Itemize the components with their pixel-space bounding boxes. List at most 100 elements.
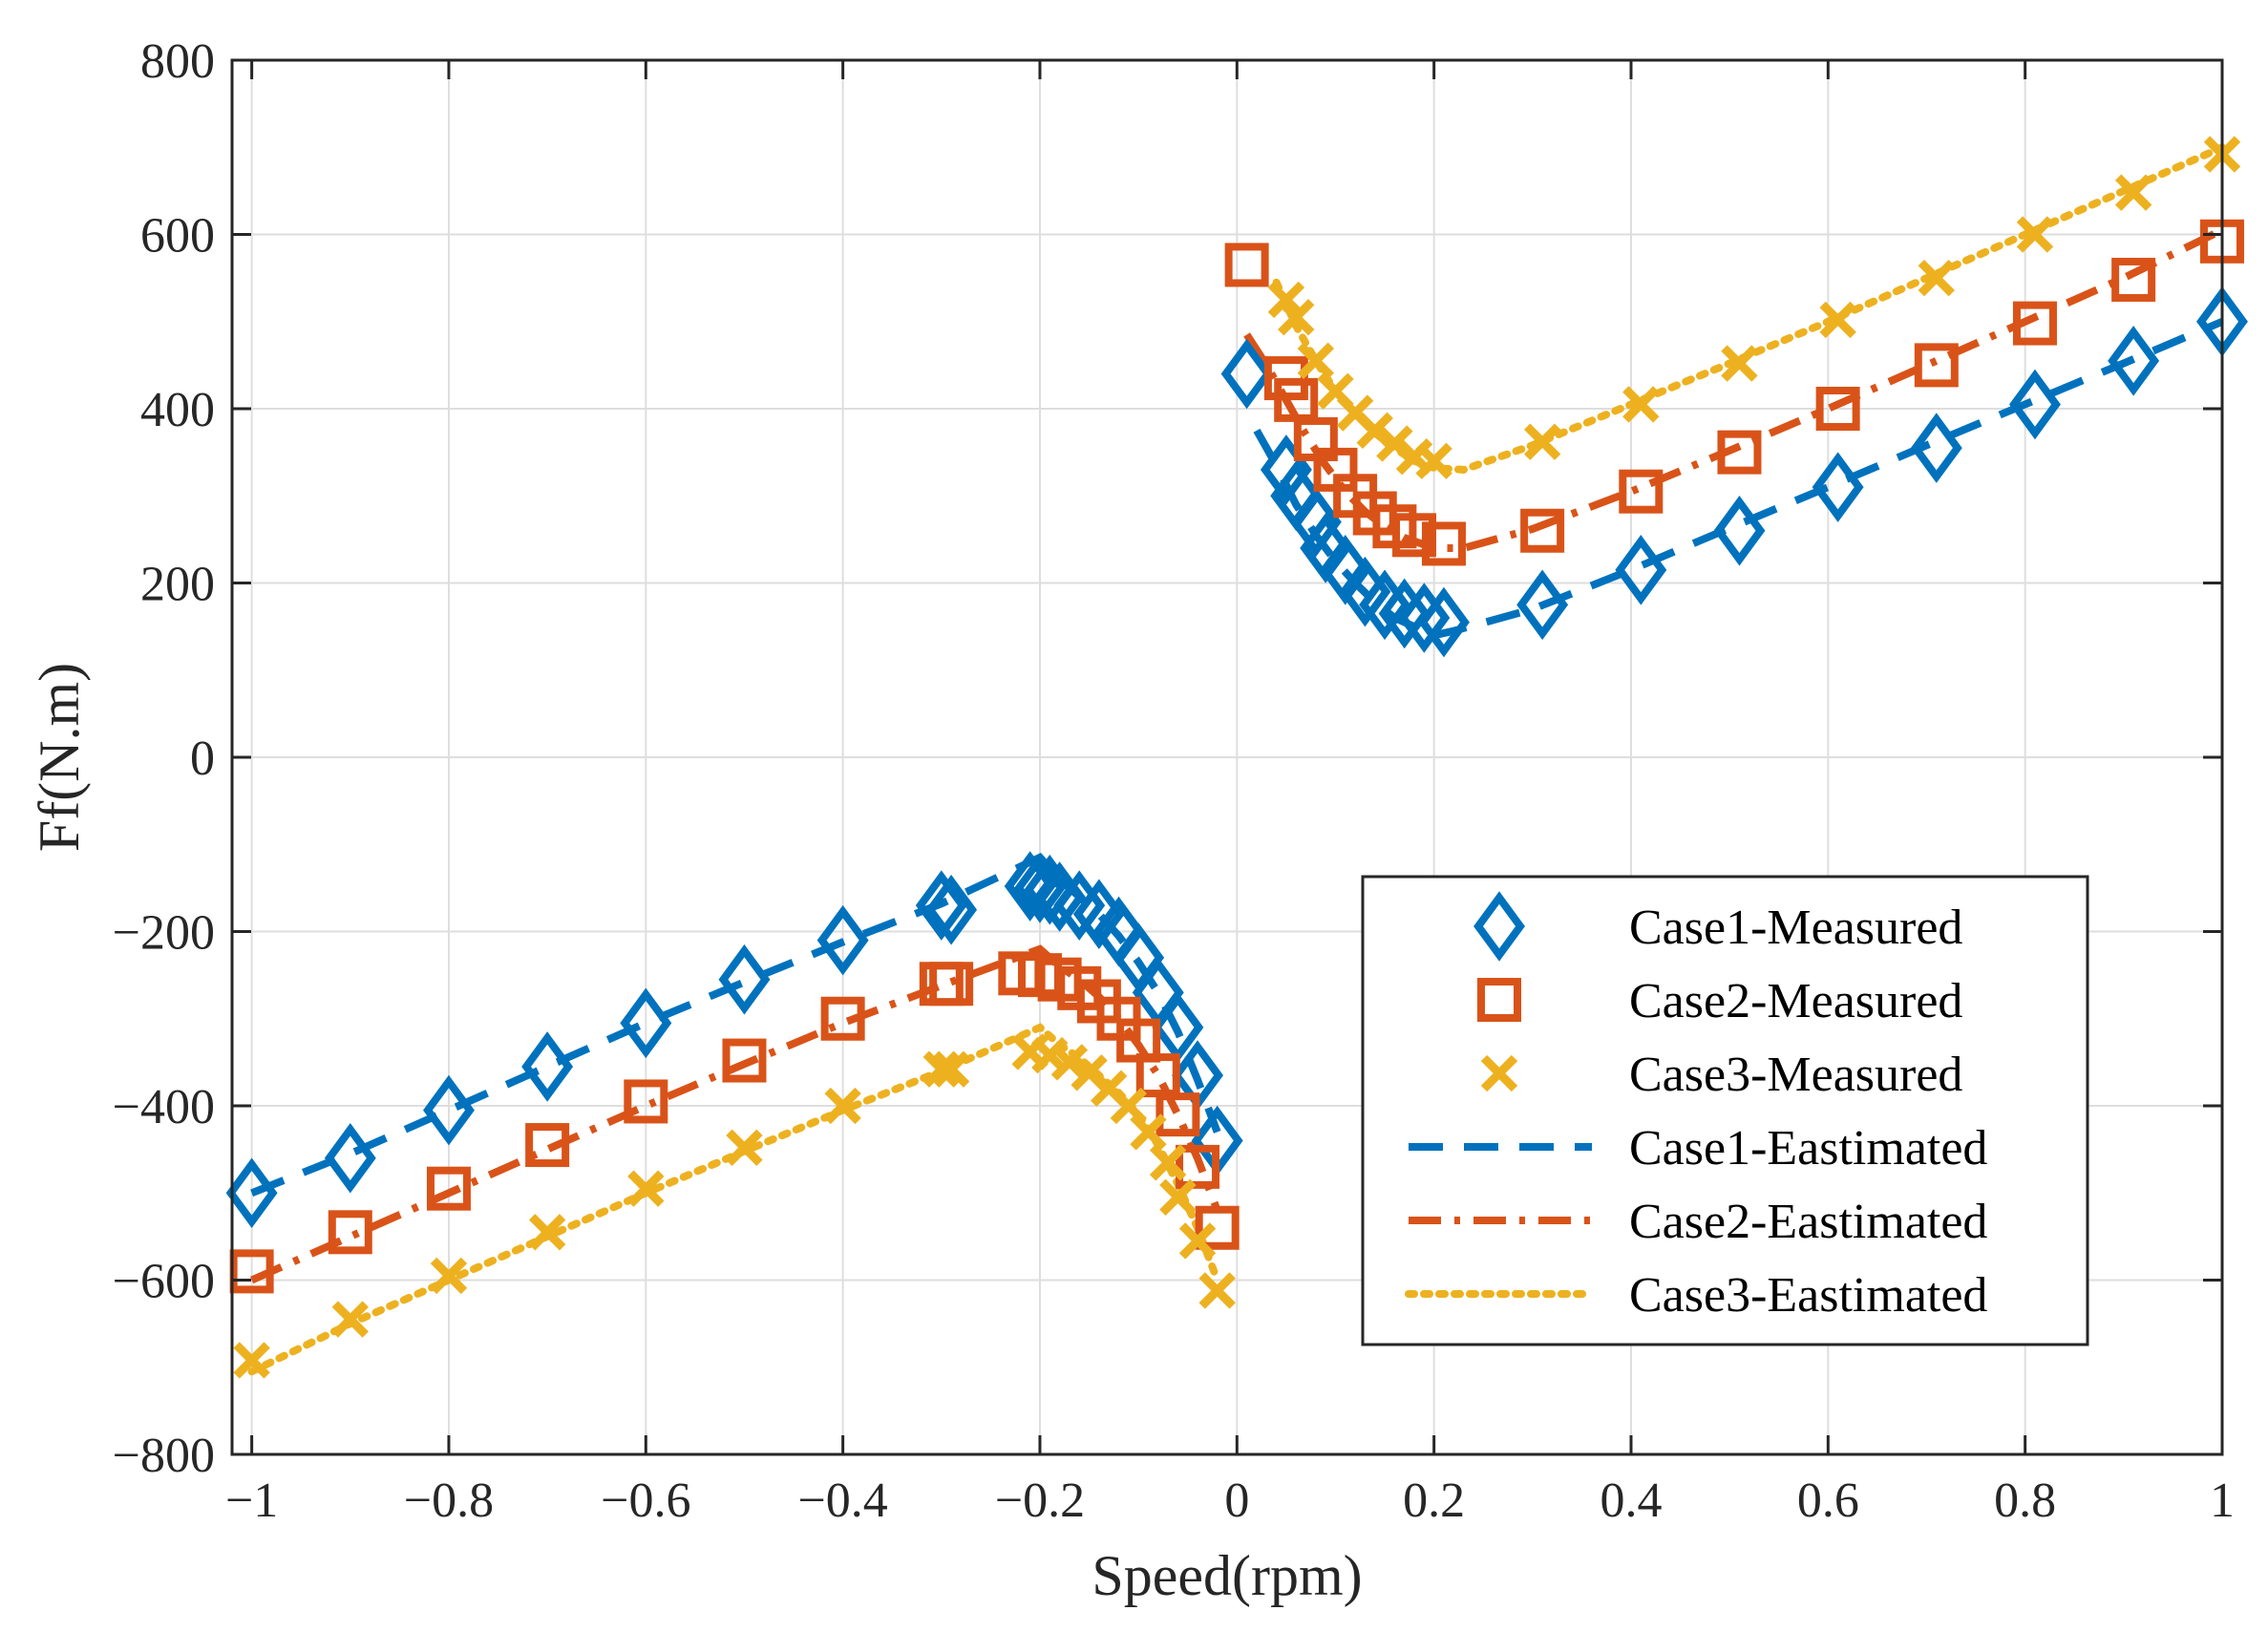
data-point-case3-measured: [1110, 1087, 1148, 1125]
legend: Case1-Measured Case2-Measured Case3-Measur…: [1361, 875, 2089, 1346]
data-point-case3-measured: [1159, 1178, 1197, 1216]
data-point-case2-measured: [426, 1166, 471, 1211]
y-tick-label: −400: [113, 1080, 215, 1134]
x-tick-label: 0.2: [1403, 1473, 1465, 1528]
y-tick-label: 600: [140, 209, 215, 264]
data-point-case3-measured: [824, 1087, 861, 1125]
data-point-case3-measured: [1198, 1272, 1236, 1309]
data-point-case2-measured: [820, 996, 865, 1041]
data-point-case3-measured: [726, 1129, 763, 1166]
data-point-case3-measured: [1622, 386, 1660, 423]
data-point-case3-measured: [627, 1170, 665, 1207]
data-point-case3-measured: [922, 1050, 960, 1088]
data-point-case3-measured-stroke: [1050, 1044, 1089, 1081]
data-point-case1-measured: [620, 987, 672, 1059]
legend-box: [1361, 875, 2089, 1346]
data-point-case3-measured: [528, 1214, 566, 1251]
data-point-case3-measured: [932, 1050, 970, 1088]
x-tick-label: 0.6: [1797, 1473, 1859, 1528]
data-point-case3-measured-stroke: [627, 1170, 665, 1207]
data-point-case3-measured-stroke: [1356, 412, 1393, 449]
data-point-case3-measured-stroke: [1031, 1036, 1069, 1074]
data-point-case1-measured: [1812, 452, 1864, 522]
data-point-case3-measured-stroke: [1376, 425, 1413, 462]
data-point-case3-measured-stroke: [1110, 1087, 1148, 1125]
y-axis-title: Ff(N.m): [28, 663, 91, 852]
data-point-case2-measured: [1619, 469, 1664, 514]
data-point-case3-measured: [1267, 281, 1305, 319]
data-point-case3-measured: [1178, 1222, 1217, 1260]
data-point-case3-measured: [2016, 216, 2054, 253]
data-point-case3-measured: [1130, 1113, 1167, 1151]
x-tick-label: −0.6: [601, 1473, 690, 1528]
data-point-case3-measured-stroke: [233, 1342, 270, 1379]
data-point-case3-measured-stroke: [1130, 1113, 1167, 1151]
data-point-case3-measured: [430, 1257, 468, 1295]
data-point-case3-measured-stroke: [726, 1129, 763, 1166]
y-tick-label: −200: [113, 906, 215, 961]
data-point-case1-measured: [423, 1074, 475, 1146]
data-point-case1-measured: [521, 1031, 574, 1102]
legend-label-case1-eastimated: Case1-Eastimated: [1629, 1121, 1987, 1176]
data-point-case3-measured: [1523, 423, 1561, 460]
data-point-case3-measured: [2114, 174, 2152, 211]
x-tick-label: 0.8: [1994, 1473, 2056, 1528]
data-point-case1-measured: [1378, 578, 1431, 649]
ticks: −1 −0.8 −0.6 −0.4 −0.2 0 0.2 0.4 0.6 0.8 1 −800 −600…: [113, 34, 2235, 1528]
data-point-case3-measured-stroke: [824, 1087, 861, 1125]
legend-swatch-case2-measured: [1477, 978, 1521, 1022]
data-point-case3-measured-stroke: [1070, 1054, 1108, 1092]
data-point-case3-measured-stroke: [1278, 299, 1315, 336]
y-tick-label: 400: [140, 383, 215, 437]
data-point-case3-measured-stroke: [1178, 1222, 1217, 1260]
data-point-case1-measured: [324, 1122, 376, 1194]
data-point-case3-measured-stroke: [1336, 394, 1374, 432]
data-point-case3-measured-stroke: [1317, 372, 1354, 410]
data-point-case3-measured-stroke: [1819, 301, 1856, 339]
data-point-case3-measured-stroke: [1267, 281, 1305, 319]
data-point-case3-measured: [1918, 259, 1955, 297]
data-point-case1-measured: [816, 904, 869, 976]
data-point-case3-measured: [1376, 425, 1413, 462]
data-point-case1-measured: [1615, 535, 1667, 605]
data-point-case3-measured: [1415, 442, 1452, 479]
legend-label-case3-measured: Case3-Measured: [1629, 1048, 1962, 1102]
data-point-case3-measured-stroke: [1297, 342, 1335, 379]
x-tick-label: −0.2: [995, 1473, 1085, 1528]
data-point-case1-measured: [2108, 326, 2160, 396]
data-point-case3-measured-stroke: [1198, 1272, 1236, 1309]
data-point-case2-measured: [229, 1249, 274, 1294]
data-point-case2-measured: [1176, 1144, 1220, 1189]
x-tick-label: 0.4: [1600, 1473, 1662, 1528]
data-point-case3-measured: [1050, 1044, 1089, 1081]
data-point-case1-measured: [925, 874, 978, 945]
data-point-case3-measured: [1356, 412, 1393, 449]
data-point-case3-measured-stroke: [1721, 345, 1758, 382]
data-point-case3-measured: [1297, 342, 1335, 379]
data-point-case3-measured-stroke: [1415, 442, 1452, 479]
data-point-case3-measured: [1031, 1036, 1069, 1074]
data-point-case2-measured: [1392, 513, 1437, 558]
data-point-case1-measured: [1004, 851, 1056, 922]
data-point-case2-measured: [1520, 508, 1565, 553]
data-point-case3-measured: [1278, 299, 1315, 336]
data-point-case3-measured-stroke: [922, 1050, 960, 1088]
data-point-case2-measured: [525, 1123, 570, 1168]
series-line-case2-eastimated: [1243, 226, 2224, 552]
data-point-case2-measured: [1195, 1205, 1240, 1250]
data-point-case3-measured-stroke: [2016, 216, 2054, 253]
data-point-case1-measured: [2009, 369, 2061, 440]
data-point-case1-measured: [1418, 586, 1470, 658]
data-point-case1-measured: [1516, 569, 1569, 641]
data-point-case3-measured: [1721, 345, 1758, 382]
data-point-case2-measured: [1224, 243, 1269, 287]
y-tick-label: 800: [140, 34, 215, 89]
data-point-case2-measured: [328, 1210, 372, 1255]
x-tick-label: 0: [1224, 1473, 1249, 1528]
data-point-case1-measured: [1220, 338, 1273, 410]
legend-swatch-case3-measured-stroke: [1480, 1054, 1518, 1092]
y-tick-label: −600: [113, 1255, 215, 1309]
